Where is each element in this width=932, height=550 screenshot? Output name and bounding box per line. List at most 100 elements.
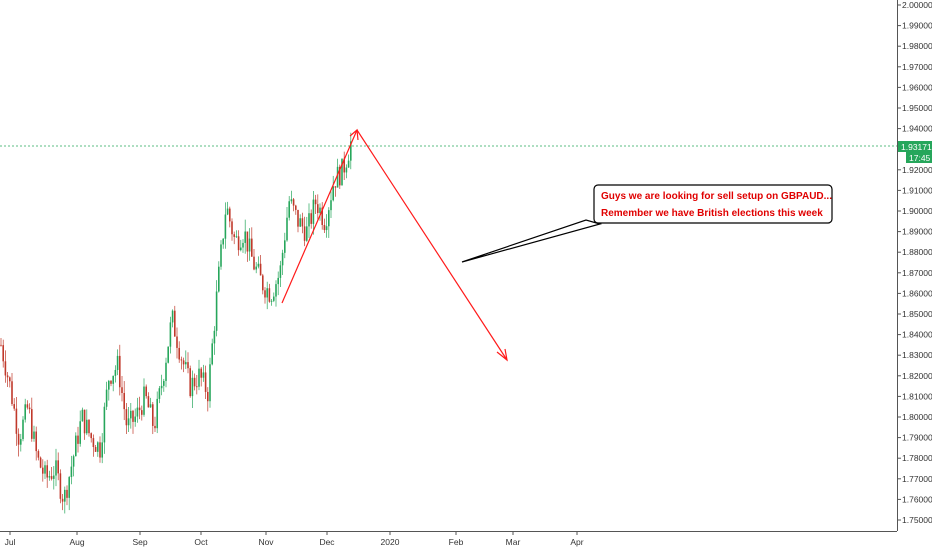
candle-body	[251, 238, 253, 257]
y-tick-label: 1.87000	[902, 268, 932, 278]
candle-body	[11, 381, 13, 405]
candle-body	[233, 234, 235, 237]
y-tick-label: 1.86000	[902, 288, 932, 298]
candle-body	[70, 466, 73, 478]
candle-body	[231, 221, 233, 235]
candle-body	[88, 419, 90, 434]
y-axis[interactable]: 2.00000 1.99000 1.98000 1.97000 1.96000 1.950…	[897, 0, 932, 550]
candle-body	[99, 442, 101, 458]
candle-body	[341, 158, 343, 186]
candle-body	[72, 456, 75, 467]
y-tick-label: 1.79000	[902, 433, 932, 443]
candle-body	[15, 408, 18, 434]
y-axis-ticks: 2.00000 1.99000 1.98000 1.97000 1.96000 1.950…	[897, 0, 932, 525]
candle-body	[55, 460, 57, 476]
x-tick-label: Mar	[506, 537, 521, 547]
candle-body	[39, 457, 42, 468]
candle-body	[325, 226, 328, 231]
y-tick-label: 1.96000	[902, 82, 932, 92]
candle-body	[17, 433, 20, 445]
candle-body	[174, 310, 176, 337]
y-tick-label: 1.90000	[902, 206, 932, 216]
candle-body	[196, 386, 198, 388]
candle-body	[13, 404, 15, 409]
candle-body	[92, 438, 95, 448]
x-axis-ticks: Jul Aug Sep Oct Nov Dec 2020 Feb Mar Apr	[5, 531, 584, 547]
candle-body	[119, 355, 121, 388]
candle-body	[75, 435, 77, 457]
candle-body	[20, 439, 22, 445]
countdown-value: 17:45	[909, 153, 931, 163]
candle-body	[125, 409, 128, 426]
candle-body	[312, 199, 315, 224]
x-tick-label: Aug	[69, 537, 84, 547]
y-axis-background	[897, 0, 932, 550]
candle-body	[165, 362, 167, 381]
candle-body	[334, 186, 337, 188]
up-leg-line	[281, 129, 358, 304]
candle-body	[246, 231, 249, 252]
candle-body	[86, 419, 88, 434]
candle-body	[0, 344, 2, 346]
candle-body	[160, 385, 163, 389]
candle-body	[81, 409, 84, 422]
candle-body	[314, 199, 317, 205]
candle-body	[345, 167, 348, 173]
candle-body	[211, 343, 213, 365]
x-tick-label: 2020	[381, 537, 400, 547]
candle-body	[48, 476, 51, 478]
candle-body	[83, 409, 86, 434]
candle-body	[110, 380, 112, 384]
candle-body	[268, 288, 271, 302]
candle-body	[156, 398, 158, 429]
candle-body	[147, 396, 150, 408]
x-axis[interactable]: Jul Aug Sep Oct Nov Dec 2020 Feb Mar Apr	[0, 531, 897, 547]
y-tick-label: 1.84000	[902, 330, 932, 340]
candle-body	[114, 369, 117, 376]
candle-body	[94, 447, 97, 452]
candle-body	[26, 404, 29, 408]
x-tick-label: Apr	[570, 537, 583, 547]
candle-body	[171, 310, 174, 323]
y-tick-label: 1.78000	[902, 453, 932, 463]
candle-body	[207, 391, 209, 402]
candle-body	[46, 465, 48, 478]
candle-body	[218, 266, 220, 292]
candle-body	[123, 392, 125, 410]
candle-body	[154, 425, 156, 429]
candle-body	[163, 380, 165, 386]
candle-body	[9, 377, 11, 382]
candle-body	[101, 442, 103, 458]
y-tick-label: 1.77000	[902, 474, 932, 484]
x-tick-label: Nov	[258, 537, 274, 547]
callout-box	[593, 184, 833, 224]
candle-body	[189, 368, 191, 397]
current-price-tag	[898, 141, 932, 152]
candle-body	[198, 368, 200, 387]
candle-body	[328, 210, 330, 227]
candle-body	[204, 372, 207, 392]
candle-body	[33, 431, 35, 439]
candle-body	[339, 166, 341, 186]
y-tick-label: 1.91000	[902, 185, 932, 195]
candle-body	[215, 291, 218, 331]
x-tick-label: Dec	[319, 537, 335, 547]
candle-body	[317, 204, 319, 213]
down-leg-line	[356, 129, 508, 361]
y-tick-label: 1.92000	[902, 165, 932, 175]
candle-body	[222, 238, 224, 245]
candle-body	[301, 218, 304, 227]
current-price-label: 1.93171 17:45	[898, 141, 932, 163]
candle-body	[259, 263, 262, 276]
candle-body	[229, 208, 231, 222]
candle-body	[273, 296, 275, 301]
x-tick-label: Oct	[194, 537, 208, 547]
candle-body	[200, 368, 202, 378]
countdown-tag	[906, 152, 932, 163]
candle-body	[68, 477, 70, 498]
annotation-callout[interactable]: Guys we are looking for sell setup on GB…	[461, 184, 833, 263]
candle-body	[308, 213, 310, 227]
candle-body	[187, 362, 189, 369]
candle-body	[343, 158, 345, 173]
